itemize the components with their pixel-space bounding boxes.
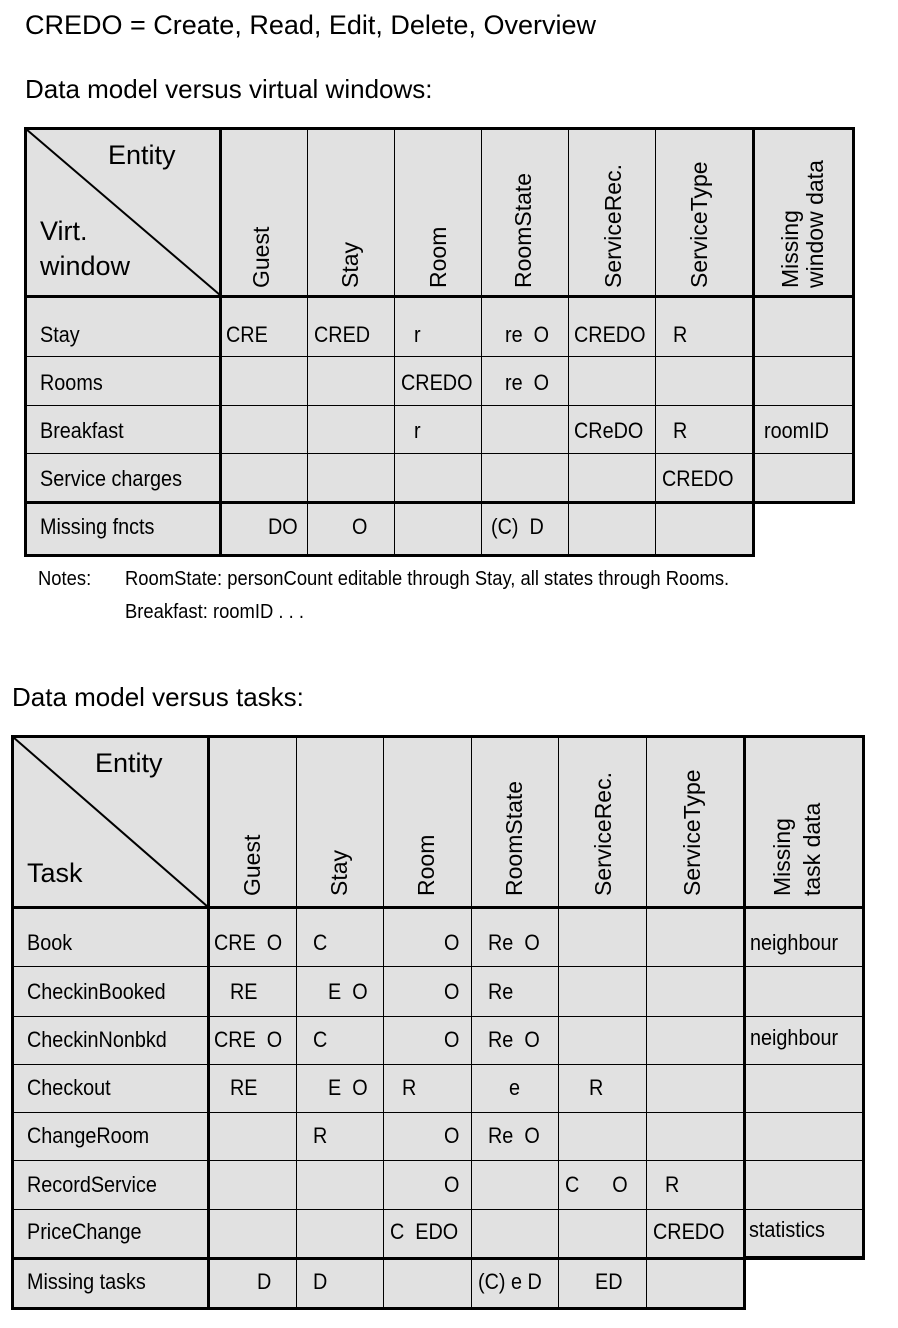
- credo-definition: CREDO = Create, Read, Edit, Delete, Over…: [25, 10, 596, 40]
- table-cell: R: [313, 1123, 328, 1148]
- corner-row-label-line2: window: [40, 251, 131, 281]
- column-header: ServiceRec.: [600, 164, 626, 288]
- table-cell: (C) e D: [478, 1269, 542, 1294]
- notes-line-1: RoomState: personCount editable through …: [125, 568, 730, 590]
- table-cell: O: [444, 979, 460, 1004]
- missing-data-cell: roomID: [764, 418, 829, 443]
- column-header: Stay: [326, 849, 352, 896]
- table-cell: O: [352, 514, 368, 539]
- table-cell: C: [313, 930, 328, 955]
- table-cell: R: [673, 418, 688, 443]
- row-label: Stay: [40, 322, 80, 347]
- column-header: ServiceType: [686, 161, 712, 288]
- row-label: PriceChange: [27, 1219, 142, 1244]
- table1-heading: Data model versus virtual windows:: [25, 74, 433, 104]
- column-header: Stay: [337, 241, 363, 288]
- table-cell: D: [257, 1269, 272, 1294]
- table2-heading: Data model versus tasks:: [12, 682, 304, 712]
- table-cell: r: [414, 322, 421, 347]
- missing-data-cell: statistics: [749, 1217, 825, 1242]
- table-cell: CRE: [226, 322, 268, 347]
- corner-row-label-line1: Virt.: [40, 216, 88, 246]
- row-label: RecordService: [27, 1172, 157, 1197]
- table-cell: CREDO: [401, 370, 473, 395]
- row-label: Breakfast: [40, 418, 124, 443]
- notes-line-2: Breakfast: roomID . . .: [125, 601, 304, 623]
- row-label: CheckinNonbkd: [27, 1027, 167, 1052]
- column-header: ServiceType: [679, 769, 705, 896]
- missing-data-cell: neighbour: [750, 930, 839, 955]
- missing-row-label: Missing fncts: [40, 514, 155, 539]
- table-cell: CRE O: [214, 930, 283, 955]
- row-label: Service charges: [40, 466, 182, 491]
- column-header: Room: [425, 226, 451, 288]
- corner-entity-label: Entity: [108, 140, 176, 170]
- table-cell: C: [313, 1027, 328, 1052]
- table-cell: D: [313, 1269, 328, 1294]
- corner-row-label: Task: [27, 858, 83, 888]
- missing-column-header-line1: Missing: [777, 210, 803, 288]
- table-cell: DO: [268, 514, 298, 539]
- table-cell: Re O: [488, 1123, 540, 1148]
- table-cell: C O: [565, 1172, 628, 1197]
- table-cell: Re O: [488, 930, 540, 955]
- table-cell: CReDO: [574, 418, 644, 443]
- row-label: Checkout: [27, 1075, 111, 1100]
- table-cell: ED: [595, 1269, 623, 1294]
- table-cell: r: [414, 418, 421, 443]
- missing-data-cell: neighbour: [750, 1025, 839, 1050]
- table-cell: e: [509, 1075, 521, 1100]
- row-label: ChangeRoom: [27, 1123, 150, 1148]
- missing-column-header-line2: window data: [802, 160, 828, 288]
- table-cell: Re: [488, 979, 514, 1004]
- missing-column-header-line2: task data: [799, 802, 825, 896]
- table-cell: CREDO: [574, 322, 646, 347]
- table-cell: O: [444, 930, 460, 955]
- column-header: RoomState: [510, 172, 536, 288]
- table-cell: RE: [230, 979, 258, 1004]
- table-cell: R: [402, 1075, 417, 1100]
- table-cell: R: [673, 322, 688, 347]
- row-label: Rooms: [40, 370, 103, 395]
- row-label: CheckinBooked: [27, 979, 166, 1004]
- column-header: ServiceRec.: [590, 772, 616, 896]
- notes-label: Notes:: [38, 568, 92, 590]
- table-cell: R: [665, 1172, 680, 1197]
- table-cell: O: [444, 1172, 460, 1197]
- table-cell: O: [444, 1027, 460, 1052]
- column-header: Guest: [248, 226, 274, 288]
- table-cell: CRED: [314, 322, 371, 347]
- table-cell: re O: [505, 370, 550, 395]
- corner-diagonal: [25, 128, 221, 296]
- missing-row-label: Missing tasks: [27, 1269, 146, 1294]
- table-cell: CREDO: [662, 466, 734, 491]
- table-cell: Re O: [488, 1027, 540, 1052]
- column-header: Guest: [239, 834, 265, 896]
- table-cell: O: [444, 1123, 460, 1148]
- table-cell: RE: [230, 1075, 258, 1100]
- missing-column-header-line1: Missing: [769, 818, 795, 896]
- column-header: Room: [413, 834, 439, 896]
- table-cell: R: [589, 1075, 604, 1100]
- row-label: Book: [27, 930, 73, 955]
- table-cell: CREDO: [653, 1219, 725, 1244]
- table-cell: CRE O: [214, 1027, 283, 1052]
- table-cell: E O: [328, 979, 368, 1004]
- table-cell: E O: [328, 1075, 368, 1100]
- corner-diagonal: [12, 736, 209, 908]
- table-cell: re O: [505, 322, 550, 347]
- table-cell: (C) D: [491, 514, 544, 539]
- table-cell: C EDO: [390, 1219, 459, 1244]
- corner-entity-label: Entity: [95, 748, 163, 778]
- column-header: RoomState: [501, 780, 527, 896]
